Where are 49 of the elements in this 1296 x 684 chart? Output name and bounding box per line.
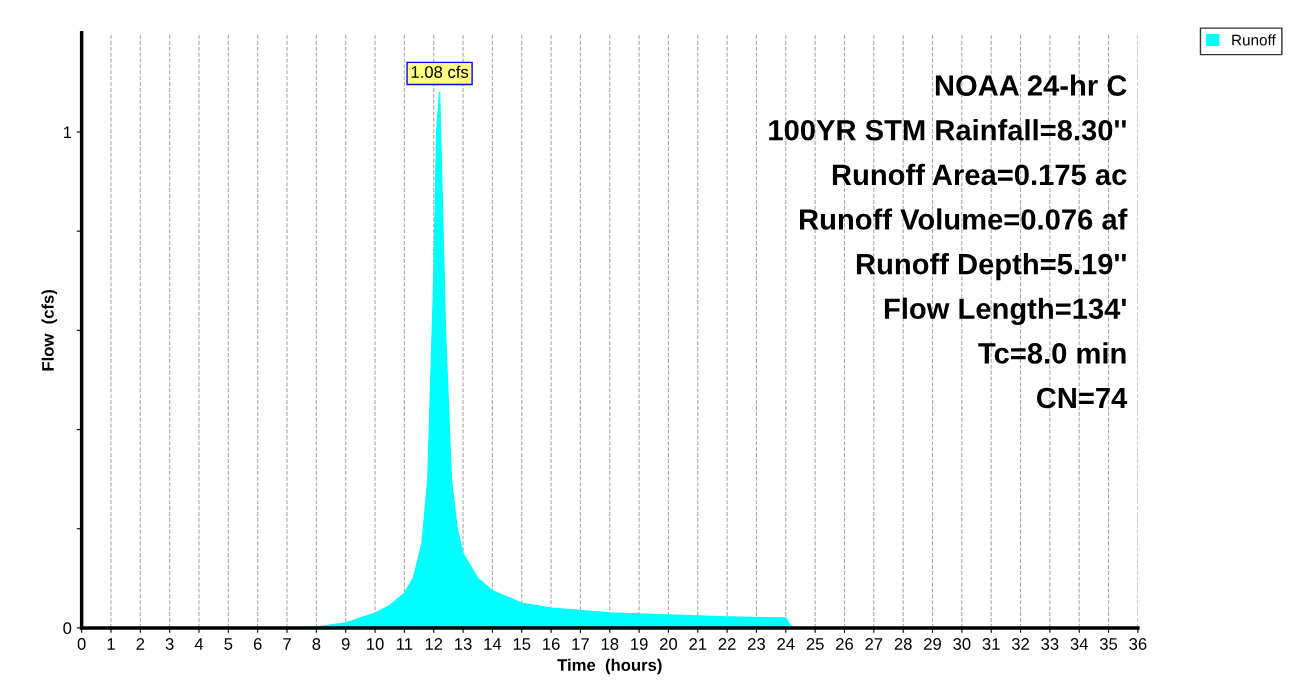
x-tick-label: 20: [660, 638, 678, 650]
x-tick-label: 14: [484, 638, 502, 650]
annotation: 1.08 cfs: [411, 65, 469, 78]
x-tick-label: 0: [77, 638, 86, 650]
annotation: Runoff Volume=0.076 af: [800, 208, 1128, 230]
annotation: Flow Length=134': [884, 297, 1126, 325]
x-tick-label: 13: [455, 638, 472, 650]
x-tick-label: 17: [572, 638, 589, 650]
x-tick-label: 15: [513, 638, 531, 650]
x-tick-label: 6: [253, 638, 262, 650]
x-tick-label: 1: [107, 638, 115, 650]
x-tick-label: 29: [924, 638, 941, 650]
y-axis-title: Flow (cfs): [41, 289, 58, 371]
x-tick-label: 7: [283, 638, 291, 650]
x-tick-label: 30: [953, 638, 971, 650]
x-tick-label: 4: [194, 638, 204, 650]
x-tick-label: 18: [601, 638, 619, 650]
legend-label: Runoff: [1232, 34, 1276, 46]
x-tick-label: 33: [1041, 638, 1059, 650]
x-tick-label: 5: [224, 638, 233, 650]
x-tick-label: 12: [425, 638, 443, 650]
x-tick-label: 8: [312, 638, 321, 650]
x-tick-label: 25: [806, 638, 824, 650]
annotation: Runoff Area=0.175 ac: [832, 163, 1127, 186]
x-tick-label: 32: [1011, 638, 1029, 650]
x-tick-label: 2: [136, 638, 145, 650]
x-tick-label: 35: [1099, 638, 1118, 650]
x-tick-label: 19: [631, 638, 648, 650]
x-tick-label: 22: [718, 638, 736, 650]
x-tick-label: 24: [777, 638, 795, 650]
annotation: 100YR STM Rainfall=8.30'': [769, 119, 1126, 141]
x-tick-label: 36: [1129, 638, 1147, 650]
annotation: Tc=8.0 min: [978, 342, 1126, 364]
x-tick-label: 27: [865, 638, 883, 650]
annotation: Runoff Depth=5.19'': [856, 253, 1126, 281]
x-tick-label: 16: [543, 638, 560, 650]
x-tick-label: 21: [689, 638, 707, 650]
x-tick-label: 3: [165, 638, 174, 650]
x-tick-label: 11: [397, 638, 413, 650]
x-tick-label: 9: [341, 638, 350, 650]
x-axis-title: Time (hours): [557, 658, 662, 675]
annotation: CN=74: [1036, 387, 1128, 409]
annotation: NOAA 24-hr C: [935, 74, 1127, 96]
x-tick-label: 28: [894, 638, 912, 650]
x-tick-label: 10: [367, 638, 384, 650]
x-tick-label: 26: [836, 638, 854, 650]
x-tick-label: 23: [748, 638, 766, 650]
x-tick-label: 31: [982, 638, 1000, 650]
x-tick-label: 34: [1070, 638, 1088, 650]
